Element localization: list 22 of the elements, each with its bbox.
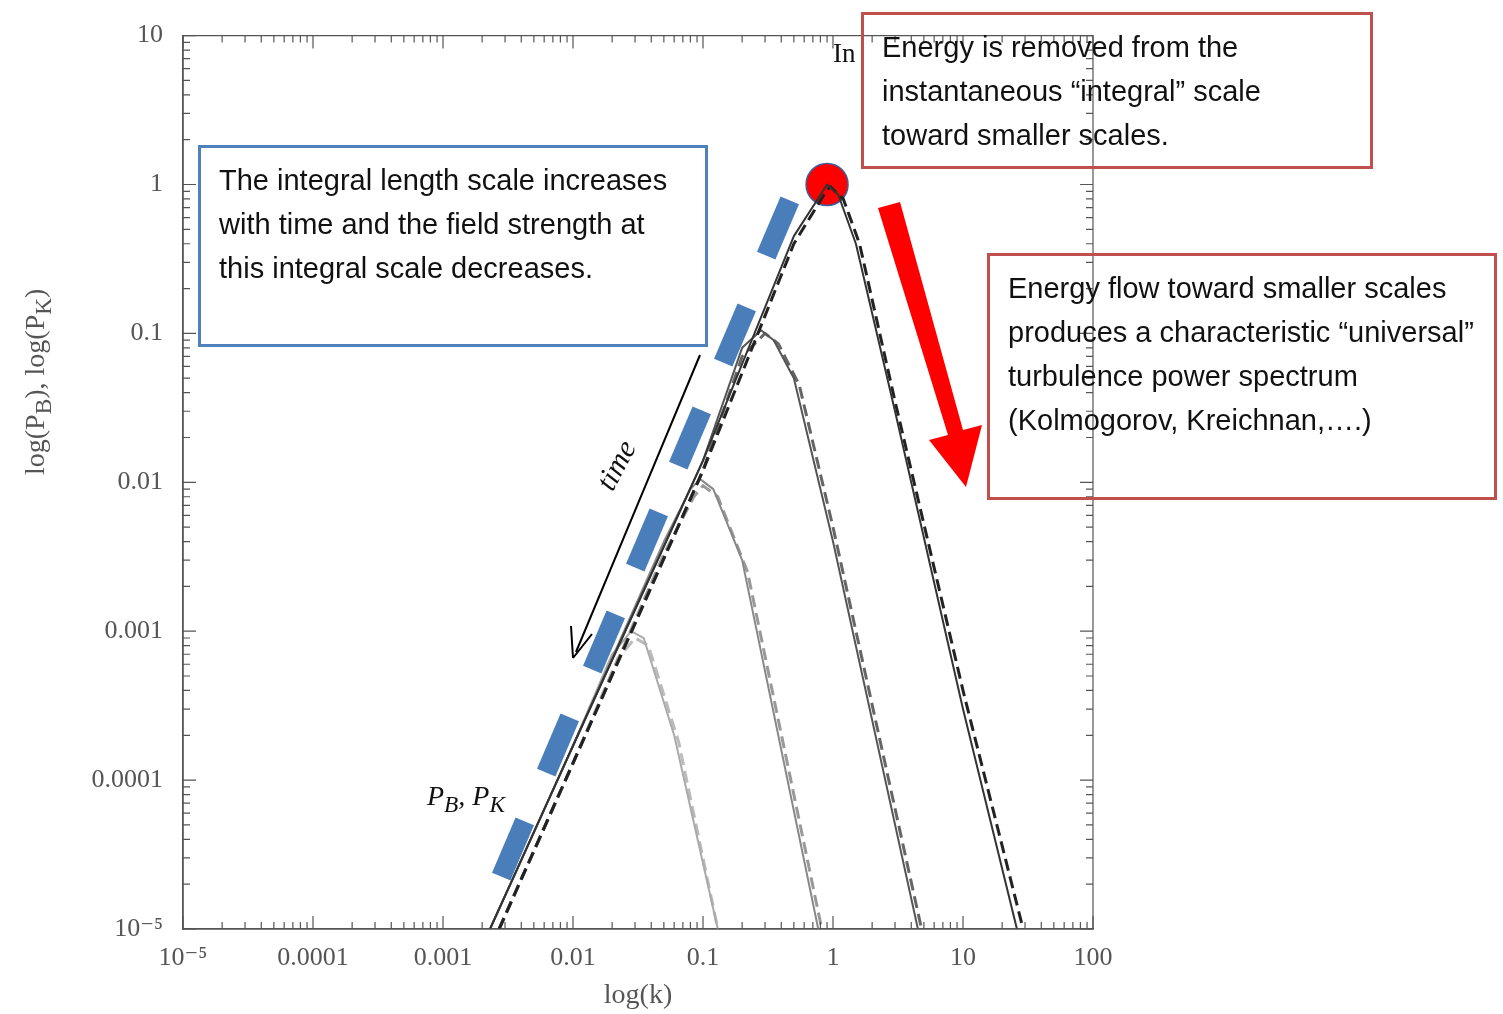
x-tick-label: 0.1: [686, 942, 720, 972]
x-axis-title: log(k): [603, 978, 673, 1010]
annotation: Energy is removed from the instantaneous “integral” scale toward smaller scales.: [861, 12, 1373, 169]
y-tick-label: 10⁻⁵: [114, 912, 163, 942]
x-tick-label: 0.0001: [277, 942, 349, 972]
x-tick-label: 1: [826, 942, 840, 972]
annotation: The integral length scale increases with time and the field strength at this integral scale decreases.: [198, 145, 708, 347]
annotation: time: [588, 434, 643, 496]
x-tick-label: 0.01: [550, 942, 596, 972]
x-tick-label: 10⁻⁵: [158, 942, 208, 972]
y-tick-label: 10: [137, 19, 163, 49]
x-tick-label: 0.001: [413, 942, 473, 972]
y-tick-label: 0.0001: [91, 763, 163, 793]
y-tick-label: 1: [150, 168, 163, 198]
y-tick-label: 0.001: [104, 615, 163, 645]
y-tick-label: 0.1: [130, 317, 163, 347]
annotation: P$_{B}$, P$_{K}$: [427, 780, 506, 818]
annotation: In: [833, 38, 856, 69]
x-tick-label: 10: [950, 942, 976, 972]
y-tick-label: 0.01: [117, 466, 163, 496]
x-tick-label: 100: [1073, 942, 1113, 972]
annotation: Energy flow toward smaller scales produces a characteristic “universal” turbulence power spectrum (Kolmogorov, Kreichnan,….): [987, 253, 1497, 500]
